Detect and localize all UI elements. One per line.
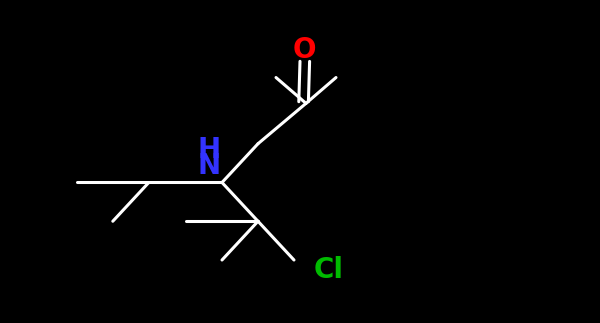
Text: Cl: Cl: [314, 256, 344, 284]
Text: H: H: [197, 136, 220, 164]
Text: O: O: [293, 36, 317, 64]
Text: N: N: [197, 152, 220, 180]
